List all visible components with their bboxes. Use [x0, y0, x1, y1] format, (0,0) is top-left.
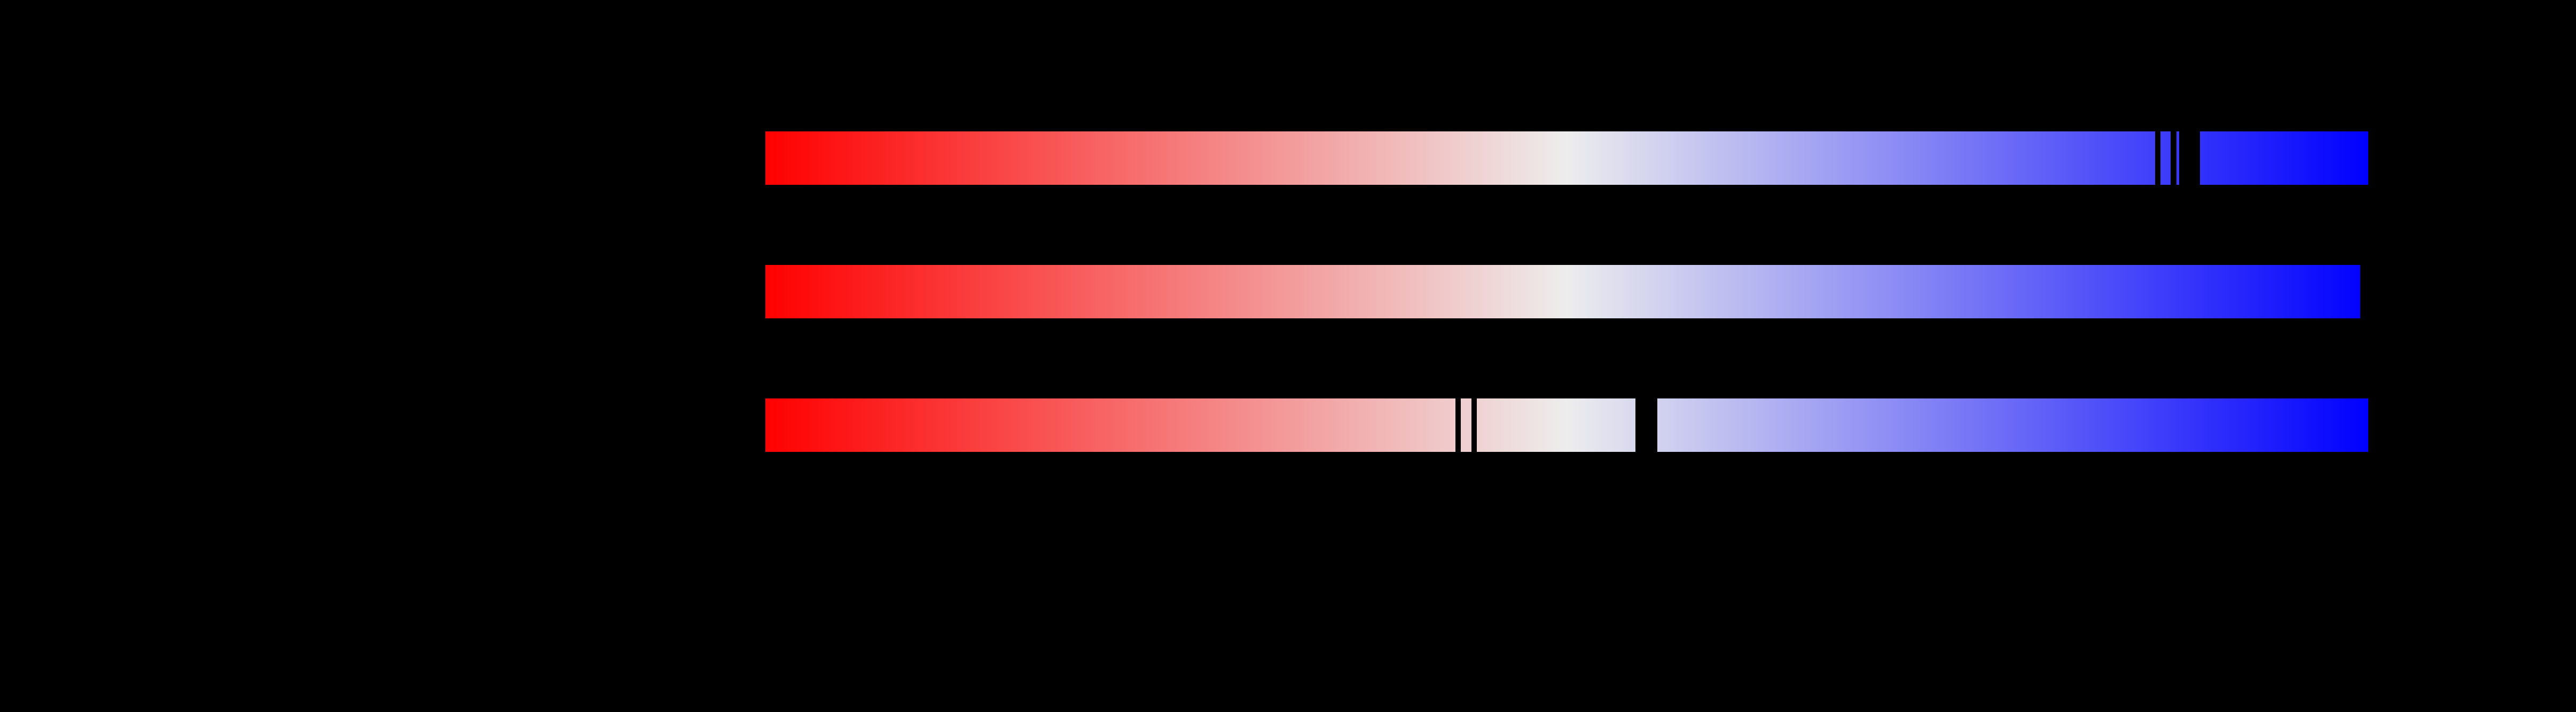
missing-color-gap [2360, 265, 2369, 318]
missing-color-gap [2171, 131, 2176, 185]
missing-color-gap [2179, 131, 2200, 185]
gradient-band-2 [765, 265, 2369, 318]
missing-color-gap [1635, 398, 1657, 452]
missing-color-gap [2155, 131, 2160, 185]
missing-color-gap [1471, 398, 1477, 452]
missing-color-gap [1455, 398, 1461, 452]
gradient-band-3 [765, 398, 2368, 452]
gradient-band-1 [765, 131, 2368, 185]
